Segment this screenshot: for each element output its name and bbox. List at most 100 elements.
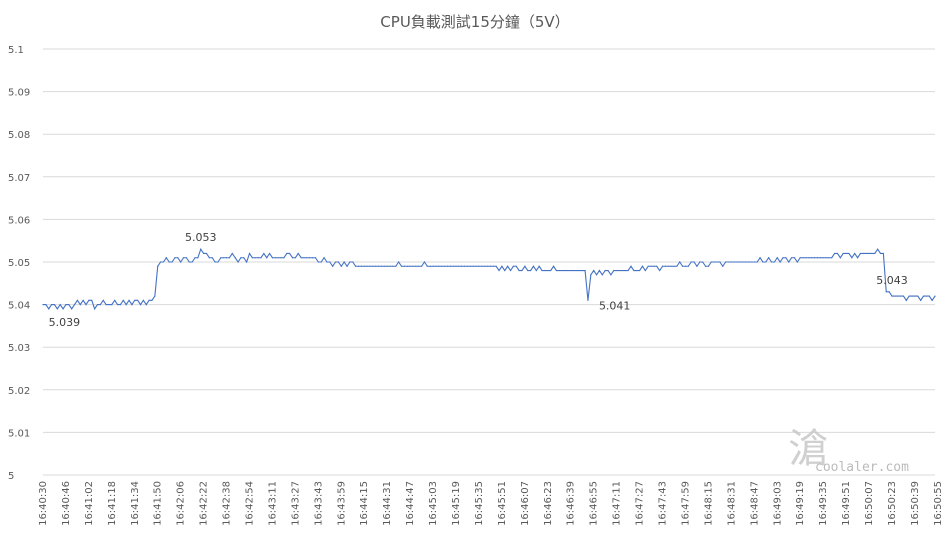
- data-point: [211, 257, 213, 259]
- data-point: [248, 252, 251, 255]
- data-point: [323, 257, 325, 259]
- data-point: [420, 265, 423, 267]
- data-point: [813, 257, 816, 259]
- x-tick-label: 16:47:27: [635, 481, 646, 526]
- x-tick-label: 16:46:23: [543, 481, 554, 526]
- x-tick-label: 16:50:07: [864, 481, 875, 526]
- x-tick-label: 16:46:39: [566, 481, 577, 526]
- data-point: [653, 265, 655, 267]
- data-point: [223, 257, 225, 259]
- data-point: [389, 265, 391, 267]
- data-point: [59, 304, 61, 306]
- data-point: [96, 304, 99, 306]
- data-point: [111, 304, 113, 306]
- data-point: [593, 269, 595, 272]
- data-label: 5.053: [185, 231, 217, 244]
- data-point: [779, 261, 781, 263]
- data-point: [395, 265, 397, 267]
- x-tick-label: 16:42:06: [176, 481, 187, 526]
- x-tick-label: 16:47:11: [612, 481, 623, 526]
- x-tick-label: 16:44:47: [405, 481, 416, 526]
- data-point: [466, 265, 469, 267]
- x-tick-label: 16:49:03: [772, 481, 783, 526]
- data-point: [200, 248, 202, 250]
- data-point: [254, 257, 256, 259]
- y-tick-label: 5.01: [8, 428, 30, 439]
- x-tick-label: 16:48:31: [726, 481, 737, 526]
- watermark: 滄 coolaler.com: [788, 426, 909, 475]
- data-point: [842, 252, 844, 255]
- data-point: [859, 252, 862, 255]
- data-point: [776, 257, 778, 259]
- data-point: [369, 265, 371, 267]
- data-point: [137, 299, 139, 301]
- data-point: [372, 265, 374, 267]
- data-point: [363, 265, 365, 267]
- data-point: [151, 299, 153, 301]
- data-point: [108, 304, 110, 306]
- data-point: [799, 257, 801, 259]
- x-tick-label: 16:40:46: [61, 481, 72, 526]
- data-point: [237, 261, 239, 263]
- data-point: [796, 261, 798, 263]
- data-point: [346, 265, 348, 267]
- data-point: [392, 265, 394, 267]
- data-point: [759, 257, 761, 259]
- x-tick-label: 16:47:43: [658, 481, 669, 526]
- data-point: [739, 261, 741, 263]
- x-tick-label: 16:44:31: [382, 481, 393, 526]
- data-point: [478, 265, 480, 267]
- data-point: [659, 269, 661, 272]
- data-point: [148, 299, 150, 301]
- data-point: [627, 269, 629, 272]
- data-point: [458, 265, 460, 267]
- data-point: [383, 265, 385, 267]
- data-point: [636, 269, 638, 272]
- data-point: [403, 265, 405, 267]
- data-point: [573, 269, 575, 272]
- data-point: [914, 295, 916, 297]
- data-point: [920, 299, 922, 301]
- data-point: [661, 265, 664, 267]
- data-point: [647, 265, 649, 267]
- data-point: [931, 299, 933, 301]
- data-point: [48, 308, 50, 310]
- data-point: [303, 257, 305, 259]
- data-point: [171, 261, 173, 263]
- data-point: [529, 269, 532, 272]
- chart-title: CPU負載測試15分鐘（5V）: [380, 13, 569, 31]
- data-point: [555, 269, 558, 272]
- data-point: [897, 295, 899, 297]
- data-point: [99, 304, 101, 306]
- data-point: [856, 257, 859, 259]
- data-point: [289, 252, 291, 255]
- data-point: [501, 265, 503, 267]
- data-point: [693, 261, 695, 263]
- x-tick-label: 16:45:03: [428, 481, 439, 526]
- data-point: [355, 265, 357, 267]
- x-tick-label: 16:50:23: [887, 481, 898, 526]
- data-point: [667, 265, 669, 267]
- data-point: [509, 269, 512, 272]
- data-point: [917, 295, 919, 297]
- data-point: [521, 269, 523, 272]
- x-tick-label: 16:47:59: [680, 481, 691, 526]
- data-point: [547, 269, 549, 272]
- data-point: [934, 295, 936, 297]
- y-tick-label: 5.04: [8, 301, 30, 312]
- data-point: [455, 265, 457, 267]
- data-point: [234, 257, 236, 259]
- data-point: [756, 261, 758, 263]
- data-point: [578, 269, 580, 272]
- data-point: [518, 269, 520, 272]
- data-point: [831, 257, 833, 259]
- data-point: [773, 261, 775, 263]
- watermark-logo: 滄: [788, 426, 828, 472]
- data-point: [544, 269, 546, 272]
- x-tick-label: 16:49:51: [841, 481, 852, 526]
- data-point: [793, 257, 796, 259]
- data-point: [114, 299, 116, 301]
- data-point: [102, 299, 104, 301]
- data-point: [352, 261, 354, 263]
- x-tick-label: 16:45:51: [497, 481, 508, 526]
